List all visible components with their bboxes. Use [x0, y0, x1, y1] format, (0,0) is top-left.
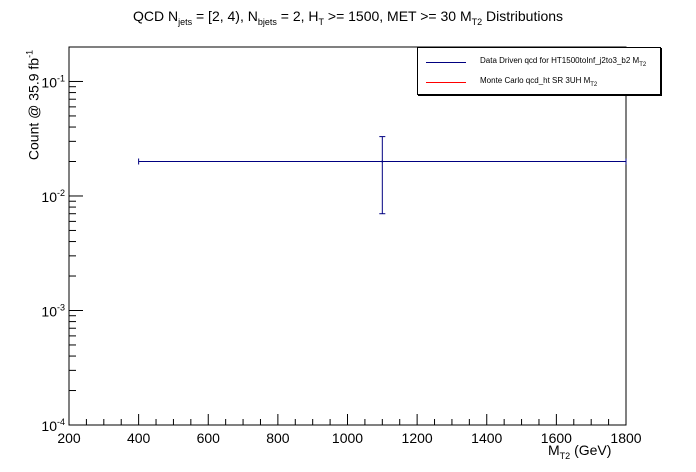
legend-item-monte-carlo: Monte Carlo qcd_ht SR 3UH MT2: [426, 74, 597, 90]
legend-item-data-driven: Data Driven qcd for HT1500toInf_j2to3_b2…: [426, 54, 646, 70]
x-tick-label: 1000: [332, 430, 363, 446]
y-tick-label: 10-4: [41, 417, 65, 434]
legend-line-monte-carlo: [426, 81, 466, 83]
x-tick-label: 1400: [471, 430, 502, 446]
data-point: [381, 160, 384, 163]
y-tick-label: 10-1: [41, 73, 65, 90]
y-tick-label: 10-2: [41, 188, 65, 205]
x-tick-label: 800: [266, 430, 290, 446]
legend: Data Driven qcd for HT1500toInf_j2to3_b2…: [417, 47, 661, 95]
legend-line-data-driven: [426, 61, 466, 63]
chart-title: QCD Njets = [2, 4), Nbjets = 2, HT >= 15…: [132, 8, 564, 27]
x-tick-label: 1600: [541, 430, 572, 446]
legend-label-monte-carlo: Monte Carlo qcd_ht SR 3UH MT2: [480, 76, 598, 88]
x-tick-label: 1800: [610, 430, 641, 446]
x-tick-label: 400: [127, 430, 151, 446]
x-axis-label: MT2 (GeV): [548, 442, 612, 461]
x-tick-label: 200: [57, 430, 81, 446]
x-tick-label: 1200: [402, 430, 433, 446]
x-tick-label: 600: [197, 430, 221, 446]
plot-frame: [68, 46, 627, 426]
y-tick-label: 10-3: [41, 302, 65, 319]
y-axis-label: Count @ 35.9 fb-1: [24, 49, 42, 161]
legend-label-data-driven: Data Driven qcd for HT1500toInf_j2to3_b2…: [480, 56, 647, 68]
